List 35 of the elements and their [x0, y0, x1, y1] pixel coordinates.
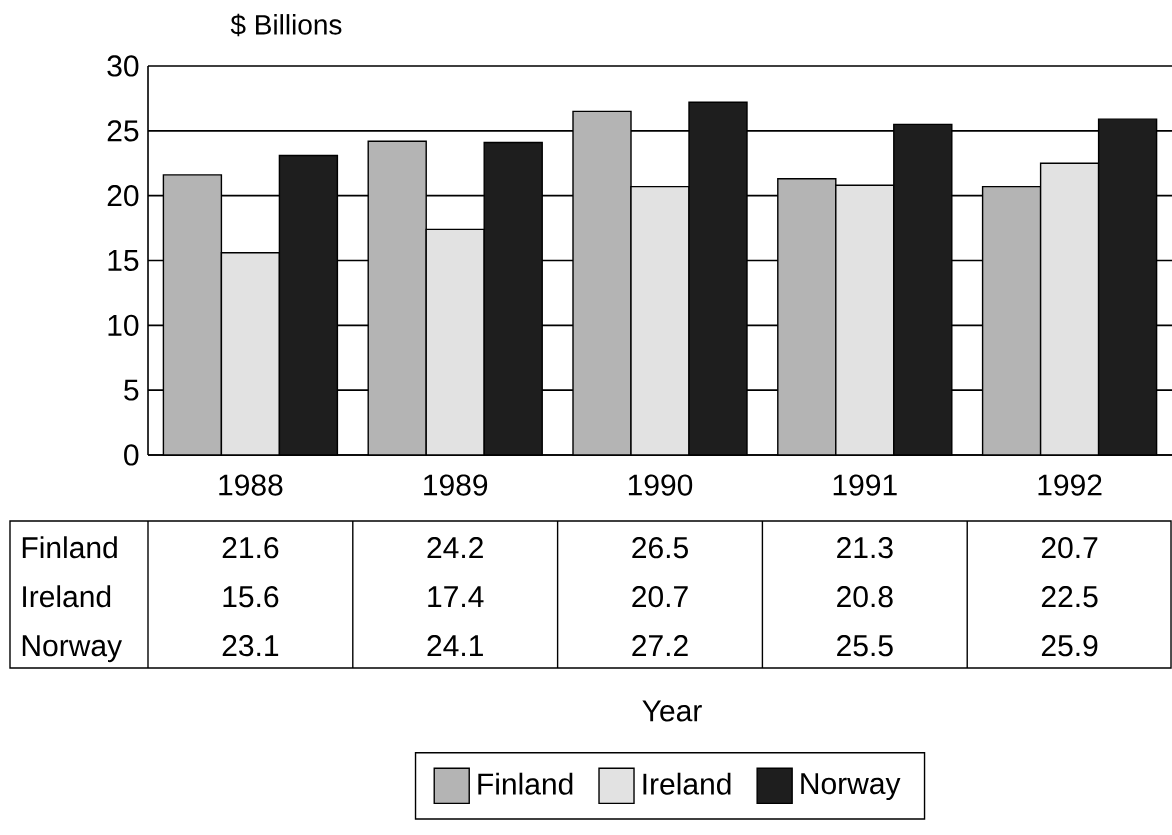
x-tick-label: 1989: [424, 474, 488, 496]
text: Year: [642, 700, 702, 722]
data-label: 15.6: [223, 586, 279, 608]
y-tick-label: 20: [107, 185, 139, 207]
data-label: 21.6: [222, 537, 279, 559]
y-tick-label: 0: [124, 444, 139, 466]
text: Ireland: [23, 585, 111, 608]
data-label: 24.1: [427, 635, 483, 656]
x-tick-label: 1991: [833, 474, 897, 496]
data-label: 20.7: [1041, 537, 1098, 559]
data-label: 20.7: [632, 586, 688, 608]
data-label: 25.5: [837, 635, 893, 657]
y-axis-title: $ Billions: [230, 13, 342, 37]
data-label: 27.2: [632, 635, 688, 656]
y-tick-label: 10: [108, 314, 139, 336]
legend-label: Norway: [801, 773, 901, 801]
text: Norway: [22, 635, 122, 663]
x-tick-label: 1992: [1038, 474, 1102, 496]
y-tick-label: 5: [124, 379, 139, 401]
data-label: 22.5: [1041, 586, 1098, 608]
data-label: 23.1: [222, 635, 279, 657]
legend-label: Ireland: [643, 772, 731, 795]
data-label: 17.4: [428, 586, 484, 607]
data-label: 24.2: [427, 537, 483, 558]
data-label: 25.9: [1041, 635, 1098, 657]
legend-label: Finland: [478, 772, 573, 795]
data-label: 21.3: [837, 537, 893, 559]
y-tick-label: 30: [107, 55, 139, 77]
data-label: 26.5: [632, 537, 688, 559]
x-tick-label: 1990: [628, 474, 693, 496]
text: Finland: [22, 536, 117, 559]
y-tick-label: 25: [107, 120, 139, 142]
y-tick-label: 15: [108, 250, 139, 271]
data-label: 20.8: [837, 586, 893, 608]
x-tick-label: 1988: [219, 474, 283, 496]
